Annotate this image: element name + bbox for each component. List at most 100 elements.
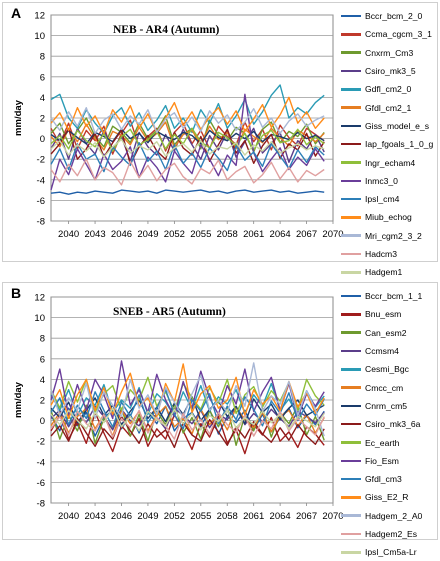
series-line-hadgem2-es [50,409,325,440]
legend-entry: Giss_model_e_s [341,117,437,135]
legend-label: Cmcc_cm [365,382,404,393]
legend-label: Giss_model_e_s [365,120,430,131]
legend-label: Cesmi_Bgc [365,364,409,375]
series-line-bccr-bcm-2-0 [50,189,325,195]
legend-entry: Fio_Esm [341,452,437,470]
legend-swatch [341,331,361,334]
panel-letter: A [11,5,22,21]
series-line-csiro-mk3-6a [50,415,325,449]
legend-swatch [341,14,361,18]
y-tick-label: 12 [34,293,45,304]
legend-entry: Cesmi_Bgc [341,360,437,378]
y-tick-label: 2 [40,396,45,407]
legend-swatch [341,234,361,237]
legend-entry: Csiro_mk3_5 [341,62,437,80]
chart-title: SNEB - AR5 (Autumn) [113,306,226,318]
x-tick-label: 2040 [58,229,79,240]
legend-entry: Hadgem2_Es [341,525,437,543]
legend-swatch [341,142,361,146]
series-line-gdfl-cm2-0 [50,84,325,135]
x-tick-label: 2043 [84,229,105,240]
y-tick-label: 0 [40,416,45,427]
legend-label: Csiro_mk3_5 [365,66,416,77]
series-line-giss-e2-r [50,363,325,420]
y-axis-label: mm/day [13,381,24,418]
legend-label: Ingr_echam4 [365,157,416,168]
legend-label: Mri_cgm2_3_2 [365,230,422,241]
legend-label: Gfdl_cm3 [365,474,402,485]
legend-label: Ccma_cgcm_3_1 [365,29,432,40]
legend-entry: Bccr_bcm_1_1 [341,287,437,305]
legend-entry: Ingr_echam4 [341,153,437,171]
legend-entry: Mri_cgm2_3_2 [341,227,437,245]
legend-swatch [341,459,361,463]
legend-label: Cnrm_cm5 [365,400,408,411]
legend-label: Hadgem2_Es [365,529,418,539]
x-tick-label: 2064 [270,229,291,240]
legend-label: Gdfl_cm2_0 [365,84,412,95]
legend-label: Fio_Esm [365,455,399,466]
series-line-cmcc-cm [50,405,325,437]
legend-label: Ipsl_Cm5a-Lr [365,547,417,558]
chart-panel-b: B -8 -6 -4 -2 0 2 4 6 8 10 12 2040 2043 2046 2049 2052 2… [2,282,438,557]
x-tick-label: 2058 [217,511,238,522]
y-tick-label: 12 [34,11,45,22]
series-line-gfdl-cm3 [50,388,325,430]
y-tick-label: 8 [40,52,45,63]
legend-label: Gfdl_cm2_1 [365,102,412,113]
x-tick-label: 2058 [217,229,238,240]
x-tick-label: 2052 [164,229,185,240]
chart-title: NEB - AR4 (Autumn) [113,24,220,36]
legend-swatch [341,441,361,444]
y-tick-label: -6 [37,478,45,489]
legend-swatch [341,197,361,201]
x-tick-label: 2055 [190,511,211,522]
legend-swatch [341,294,361,298]
legend-entry: Ipsl_cm4 [341,190,437,208]
legend-entry: Ipsl_Cm5a-Lr [341,543,437,561]
legend-entry: Iap_fgoals_1_0_g [341,135,437,153]
y-tick-label: -4 [37,457,45,468]
y-tick-label: 4 [40,93,45,104]
x-tick-label: 2070 [322,229,343,240]
y-tick-label: -8 [37,499,45,510]
x-tick-label: 2049 [137,229,158,240]
legend-swatch [341,368,361,371]
legend-label: Hadgem1 [365,267,403,278]
legend-entry: Inmc3_0 [341,172,437,190]
legend-swatch [341,349,361,353]
legend-label: Giss_E2_R [365,492,409,503]
x-tick-label: 2061 [243,229,264,240]
legend-label: Can_esm2 [365,327,407,338]
x-tick-label: 2052 [164,511,185,522]
series-line-fio-esm [50,360,325,420]
legend-entry: Cnxrm_Cm3 [341,44,437,62]
legend-entry: Cnrm_cm5 [341,397,437,415]
legend-entry: Cmcc_cm [341,378,437,396]
legend-swatch [341,532,361,536]
legend-label: Hadgem_2_A0 [365,510,423,521]
y-tick-label: -6 [37,196,45,207]
y-tick-label: -2 [37,155,45,166]
legend-entry: Ccmsm4 [341,342,437,360]
y-tick-label: 8 [40,334,45,345]
series-line-mri-cgm2-3-2 [50,106,325,135]
legend-swatch [341,124,361,128]
legend-label: Hadcm3 [365,249,397,259]
x-tick-label: 2046 [111,229,132,240]
y-tick-label: 10 [34,313,45,324]
y-tick-label: 0 [40,134,45,145]
x-tick-label: 2064 [270,511,291,522]
legend-label: Csiro_mk3_6a [365,419,421,430]
series-line-giss-model-e-s [50,128,325,145]
legend-swatch [341,179,361,183]
legend-swatch [341,514,361,517]
legend-entry: Hadgem_2_A0 [341,507,437,525]
legend-swatch [341,88,361,91]
x-tick-label: 2043 [84,511,105,522]
line-chart-a: -8 -6 -4 -2 0 2 4 6 8 10 12 2040 2043 2046 2049 2052 205… [13,11,344,241]
series-line-miub-echog [50,96,325,135]
y-axis-label: mm/day [13,99,24,136]
legend-swatch [341,477,361,481]
legend-label: Ipsl_cm4 [365,194,400,205]
